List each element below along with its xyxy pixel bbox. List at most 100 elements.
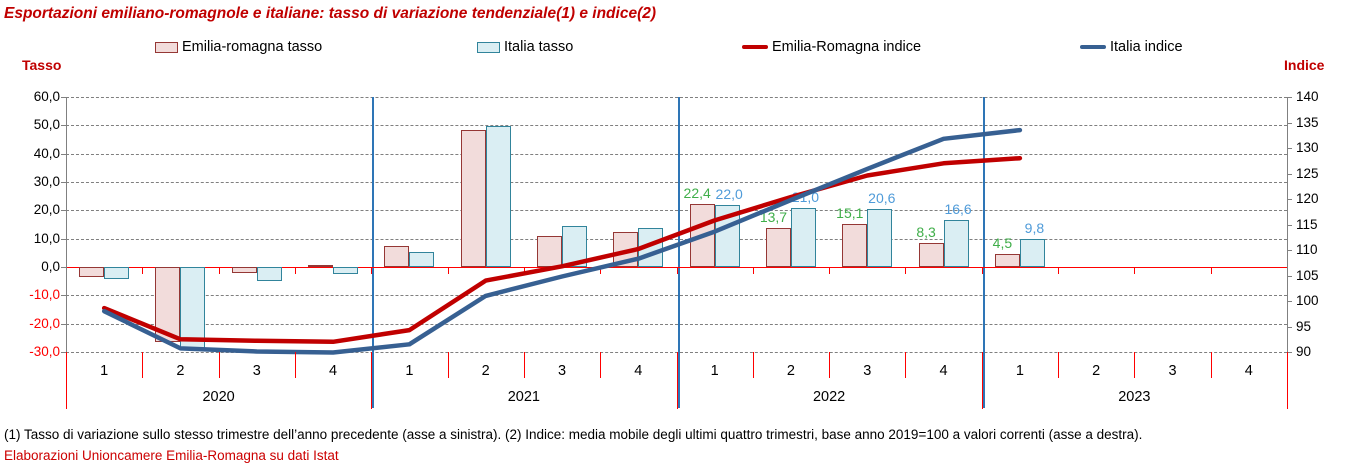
legend-bar-swatch-icon [477, 41, 500, 53]
quarter-label: 4 [1244, 363, 1253, 379]
zero-line-tick [294, 267, 296, 274]
quarter-label: 2 [1092, 363, 1101, 379]
legend-label: Emilia-Romagna indice [772, 39, 922, 55]
quarter-boundary-tick [1210, 352, 1212, 378]
zero-line-tick [829, 267, 831, 274]
bar-emilia-romagna-tasso [842, 224, 868, 267]
left-axis-tick-label: 20,0 [33, 202, 60, 218]
quarter-boundary-tick [142, 352, 144, 378]
left-axis-tick-label: 0,0 [41, 259, 60, 274]
bar-emilia-romagna-tasso [994, 254, 1020, 267]
data-label: 16,6 [944, 200, 972, 217]
gridline [66, 97, 1287, 98]
left-axis-tick-label: -20,0 [29, 315, 60, 331]
year-boundary-tick [66, 352, 67, 409]
right-axis-tick-label: 110 [1296, 242, 1318, 257]
right-axis-tick-label: 100 [1296, 293, 1319, 308]
legend-item: Italia tasso [477, 39, 573, 55]
legend-item: Emilia-Romagna indice [742, 39, 921, 55]
zero-line-tick [1134, 267, 1136, 274]
left-axis-tick [61, 238, 66, 240]
bar-italia-tasso [485, 125, 511, 267]
right-axis-tick-label: 90 [1296, 344, 1312, 359]
quarter-label: 1 [710, 363, 719, 379]
left-axis-tick-label: -30,0 [29, 344, 60, 359]
left-axis-tick [61, 323, 66, 325]
right-axis-tick [1287, 275, 1292, 277]
quarter-boundary-tick [905, 352, 907, 378]
year-boundary-tick [981, 352, 983, 409]
quarter-label: 1 [405, 363, 414, 379]
bar-italia-tasso [409, 251, 435, 267]
gridline [66, 182, 1287, 183]
footnote-note: (1) Tasso di variazione sullo stesso tri… [4, 427, 1143, 442]
quarter-boundary-tick [218, 352, 220, 378]
gridline [66, 153, 1287, 155]
quarter-label: 1 [100, 363, 109, 379]
italia-indice-line [101, 127, 1023, 355]
bar-emilia-romagna-tasso [918, 243, 944, 267]
quarter-label: 3 [252, 363, 261, 379]
right-axis-tick [1287, 148, 1292, 149]
legend-item: Emilia-romagna tasso [155, 39, 322, 55]
right-axis-line [1287, 97, 1288, 352]
left-axis-tick-label: 60,0 [33, 89, 60, 104]
data-label: 15,1 [836, 205, 864, 222]
year-label: 2020 [202, 389, 235, 405]
quarter-label: 2 [481, 363, 490, 379]
left-axis-tick [61, 182, 66, 183]
quarter-boundary-tick [600, 352, 602, 378]
left-axis-tick [61, 97, 66, 98]
quarter-boundary-tick [523, 352, 525, 378]
zero-line-tick [600, 267, 602, 274]
legend-line-swatch-icon [742, 45, 768, 49]
left-axis-tick-label: 40,0 [33, 145, 60, 161]
legend-bar-swatch-icon [155, 41, 178, 53]
right-axis-tick-label: 120 [1296, 191, 1319, 206]
left-axis-tick-label: -10,0 [29, 287, 60, 303]
data-label: 4,5 [992, 235, 1013, 252]
left-axis-tick [61, 125, 66, 127]
bar-italia-tasso [943, 219, 969, 267]
gridline [66, 238, 1287, 240]
right-axis-tick-label: 105 [1296, 267, 1319, 283]
right-axis-tick-label: 140 [1296, 89, 1319, 104]
legend-line-swatch-icon [1080, 45, 1106, 49]
legend-label: Emilia-romagna tasso [182, 39, 323, 55]
quarter-boundary-tick [1058, 352, 1060, 378]
year-boundary-tick [371, 352, 373, 409]
right-axis-tick [1287, 97, 1292, 98]
gridline [66, 125, 1287, 127]
zero-line-tick [1210, 267, 1212, 274]
zero-line-tick [981, 267, 983, 274]
right-axis-tick [1287, 250, 1292, 251]
right-axis-tick-label: 95 [1296, 318, 1312, 334]
gridline [66, 323, 1287, 325]
right-axis-tick-label: 115 [1296, 216, 1318, 232]
quarter-label: 4 [939, 363, 948, 379]
legend-item: Italia indice [1080, 39, 1183, 55]
quarter-boundary-tick [1134, 352, 1136, 378]
quarter-label: 1 [1015, 363, 1024, 379]
data-label: 13,7 [759, 209, 788, 226]
quarter-label: 3 [863, 363, 872, 379]
legend-label: Italia tasso [504, 39, 574, 55]
zero-line-tick [905, 267, 907, 274]
left-axis-tick [61, 153, 66, 155]
data-label: 22,4 [683, 184, 711, 201]
bar-emilia-romagna-tasso [308, 264, 334, 267]
gridline [66, 210, 1287, 212]
quarter-label: 3 [557, 363, 567, 379]
bar-italia-tasso [867, 208, 893, 267]
data-label: 22,0 [715, 185, 743, 202]
year-label: 2023 [1118, 389, 1151, 405]
year-separator-line [982, 97, 985, 408]
quarter-boundary-tick [294, 352, 296, 378]
right-axis-tick-label: 125 [1296, 165, 1319, 181]
right-axis-title: Indice [1284, 57, 1325, 73]
zero-line-tick [447, 267, 449, 274]
left-axis-line [66, 97, 67, 352]
year-boundary-tick [676, 352, 678, 409]
zero-line-tick [371, 267, 373, 274]
